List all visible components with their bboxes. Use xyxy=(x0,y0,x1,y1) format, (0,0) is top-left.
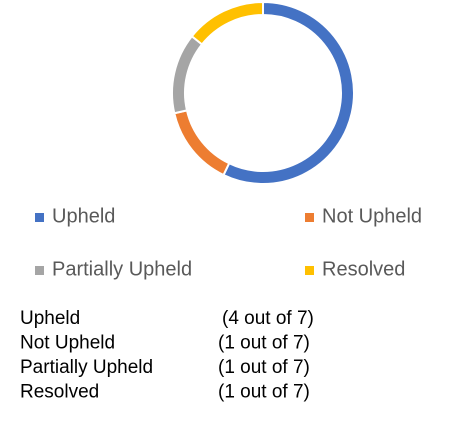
legend-label: Not Upheld xyxy=(322,205,422,227)
summary-count: (4 out of 7) xyxy=(222,308,314,329)
legend-label: Upheld xyxy=(52,205,115,227)
summary-count: (1 out of 7) xyxy=(218,357,310,378)
donut-segment xyxy=(190,0,264,46)
legend-swatch xyxy=(305,213,314,222)
legend-label: Resolved xyxy=(322,258,405,280)
summary-label: Resolved xyxy=(20,382,99,403)
donut-segment xyxy=(173,109,231,177)
summary-count: (1 out of 7) xyxy=(218,382,310,403)
legend-label: Partially Upheld xyxy=(52,258,192,280)
donut-segment xyxy=(171,34,204,115)
legend-swatch xyxy=(35,213,44,222)
summary-label: Not Upheld xyxy=(20,333,115,354)
summary-label: Upheld xyxy=(20,308,80,329)
donut-segment xyxy=(222,0,355,185)
legend-swatch xyxy=(305,266,314,275)
summary-count: (1 out of 7) xyxy=(218,333,310,354)
legend-swatch xyxy=(35,266,44,275)
summary-label: Partially Upheld xyxy=(20,357,153,378)
